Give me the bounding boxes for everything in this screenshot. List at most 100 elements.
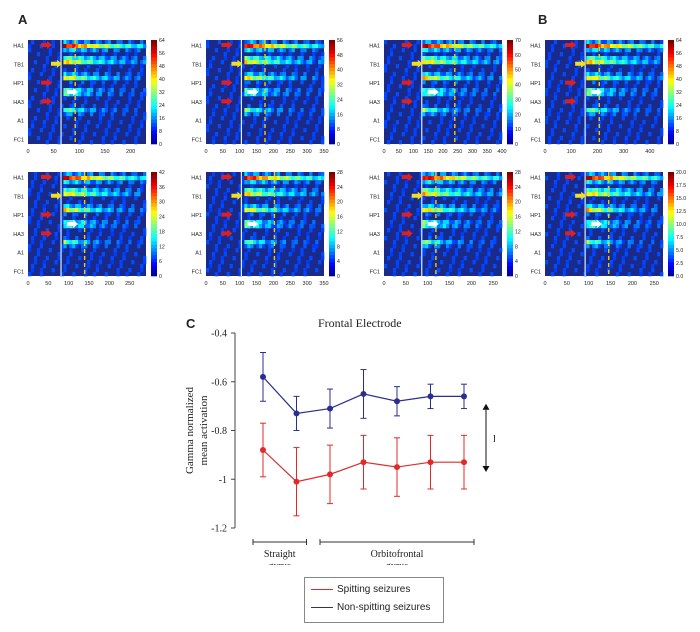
heatmap-cell: [475, 56, 479, 61]
heatmap-cell: [119, 264, 123, 269]
heatmap-cell: [270, 220, 275, 225]
heatmap-cell: [137, 132, 141, 137]
heatmap-cell: [598, 112, 602, 117]
heatmap-cell: [448, 204, 453, 209]
heatmap-cell: [288, 112, 292, 117]
heatmap-cell: [571, 192, 575, 197]
heatmap-cell: [110, 60, 114, 65]
heatmap-cell: [217, 40, 222, 45]
heatmap-cell: [294, 120, 298, 125]
heatmap-cell: [226, 128, 230, 133]
heatmap-cell: [122, 140, 126, 145]
heatmap-cell: [445, 188, 450, 193]
heatmap-cell: [556, 200, 561, 205]
heatmap-cell: [259, 208, 263, 213]
heatmap-cell: [466, 188, 470, 193]
heatmap-cell: [657, 84, 661, 89]
heatmap-cell: [580, 80, 584, 85]
colorbar-segment: [668, 234, 674, 239]
heatmap-cell: [437, 128, 441, 133]
heatmap-cell: [553, 92, 558, 97]
heatmap-cell: [440, 108, 444, 113]
heatmap-cell: [259, 132, 263, 137]
heatmap-cell: [586, 44, 590, 49]
heatmap-cell: [57, 228, 61, 233]
red-arrow-icon: [41, 173, 53, 181]
heatmap-cell: [490, 212, 494, 217]
heatmap-cell: [63, 220, 67, 225]
heatmap-cell: [592, 56, 596, 61]
heatmap-cell: [95, 192, 100, 197]
heatmap-cell: [595, 216, 599, 221]
heatmap-cell: [309, 204, 313, 209]
heatmap-cell: [297, 260, 301, 265]
heatmap-cell: [440, 72, 444, 77]
row-label: HA1: [530, 44, 541, 50]
heatmap-cell: [545, 92, 549, 97]
heatmap-cell: [206, 124, 210, 129]
heatmap-cell: [241, 180, 245, 185]
heatmap-cell: [223, 140, 227, 145]
heatmap-cell: [451, 204, 456, 209]
heatmap-cell: [448, 244, 453, 249]
legend: Spitting seizures Non-spitting seizures: [304, 577, 444, 623]
heatmap-cell: [627, 240, 631, 245]
heatmap-cell: [66, 240, 70, 245]
heatmap-cell: [457, 76, 461, 81]
heatmap-cell: [107, 264, 111, 269]
heatmap-cell: [660, 100, 664, 105]
heatmap-cell: [440, 48, 444, 53]
heatmap-cell: [69, 204, 73, 209]
heatmap-cell: [389, 132, 394, 137]
heatmap-cell: [612, 256, 617, 261]
heatmap-cell: [265, 48, 269, 53]
heatmap-cell: [101, 112, 105, 117]
heatmap-cell: [434, 56, 438, 61]
heatmap-cell: [422, 60, 426, 65]
heatmap-cell: [601, 204, 605, 209]
heatmap-cell: [499, 48, 503, 53]
y-tick-label: -1.2: [211, 524, 227, 535]
heatmap-cell: [101, 44, 105, 49]
heatmap-cell: [119, 64, 123, 69]
heatmap-cell: [386, 56, 391, 61]
heatmap-cell: [645, 252, 649, 257]
heatmap-cell: [496, 176, 500, 181]
colorbar-segment: [507, 123, 513, 127]
heatmap-cell: [586, 212, 590, 217]
heatmap-cell: [592, 112, 596, 117]
heatmap-cell: [247, 80, 251, 85]
heatmap-cell: [282, 240, 286, 245]
colorbar-tick-label: 28: [515, 170, 521, 176]
heatmap-cell: [42, 236, 46, 241]
heatmap-cell: [250, 76, 254, 81]
colorbar-segment: [151, 53, 157, 58]
heatmap-cell: [493, 208, 497, 213]
heatmap-cell: [592, 244, 596, 249]
heatmap-cell: [211, 136, 216, 141]
heatmap-cell: [51, 124, 55, 129]
heatmap-cell: [131, 176, 135, 181]
heatmap-cell: [92, 220, 97, 225]
heatmap-cell: [57, 252, 61, 257]
heatmap-cell: [220, 228, 224, 233]
heatmap-cell: [496, 192, 500, 197]
colorbar-segment: [329, 248, 335, 253]
heatmap-cell: [214, 248, 219, 253]
heatmap-cell: [604, 92, 608, 97]
colorbar-segment: [668, 112, 674, 117]
colorbar-segment: [329, 81, 335, 86]
heatmap-cell: [72, 44, 76, 49]
heatmap-cell: [318, 180, 322, 185]
heatmap-cell: [95, 72, 100, 77]
heatmap-cell: [247, 48, 251, 53]
heatmap-cell: [208, 116, 213, 121]
heatmap-cell: [69, 208, 73, 213]
heatmap-cell: [416, 120, 420, 125]
heatmap-cell: [606, 188, 611, 193]
heatmap-cell: [618, 212, 622, 217]
heatmap-cell: [84, 48, 88, 53]
heatmap-cell: [244, 172, 248, 177]
heatmap-cell: [413, 72, 417, 77]
heatmap-cell: [294, 212, 298, 217]
